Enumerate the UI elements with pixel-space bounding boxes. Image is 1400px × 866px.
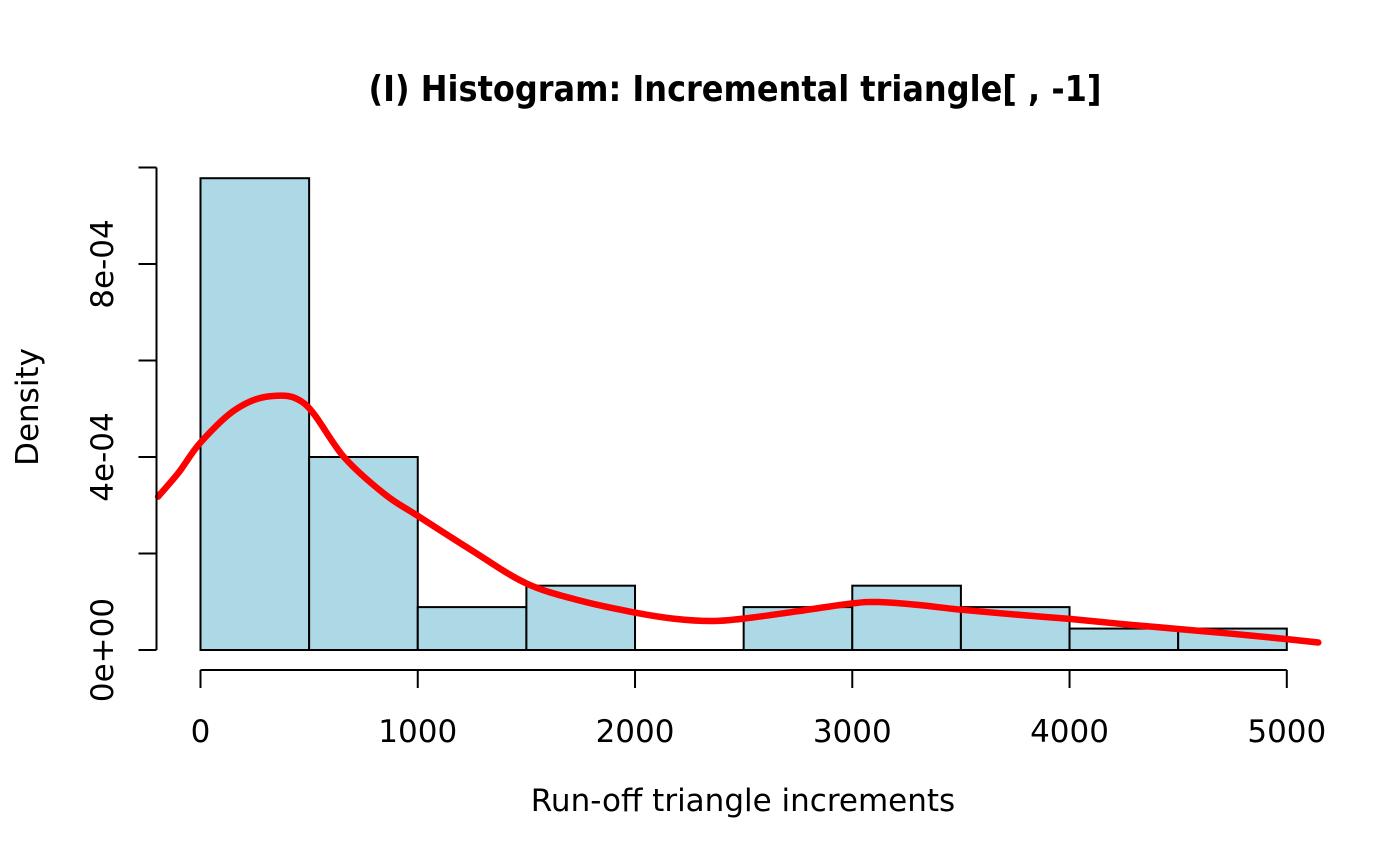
x-axis-tick-label: 5000 xyxy=(1247,714,1326,750)
y-axis-tick-label: 4e-04 xyxy=(85,412,121,501)
x-axis-tick-label: 1000 xyxy=(378,714,457,750)
x-axis-tick-label: 2000 xyxy=(596,714,675,750)
histogram-bar xyxy=(525,584,637,651)
histogram-bar xyxy=(416,606,528,652)
chart-title: (I) Histogram: Incremental triangle[ , -… xyxy=(369,69,1102,110)
y-axis-tick-label: 8e-04 xyxy=(85,219,121,308)
y-axis: 0e+00 4e-04 8e-04 xyxy=(85,166,158,702)
histogram-bars xyxy=(199,177,1288,652)
histogram-bar xyxy=(851,584,962,651)
x-axis-tick-label: 3000 xyxy=(813,714,892,750)
y-axis-title: Density xyxy=(10,348,46,466)
x-axis: 0 1000 2000 3000 4000 5000 xyxy=(191,669,1326,750)
x-axis-tick-label: 0 xyxy=(191,714,211,750)
density-curve xyxy=(154,392,1322,646)
histogram-bar xyxy=(199,177,311,652)
histogram-bar xyxy=(1068,627,1180,652)
y-axis-tick-label: 0e+00 xyxy=(85,598,121,702)
x-axis-tick-label: 4000 xyxy=(1030,714,1109,750)
x-axis-title: Run-off triangle increments xyxy=(531,783,955,819)
histogram-bar xyxy=(308,456,419,651)
